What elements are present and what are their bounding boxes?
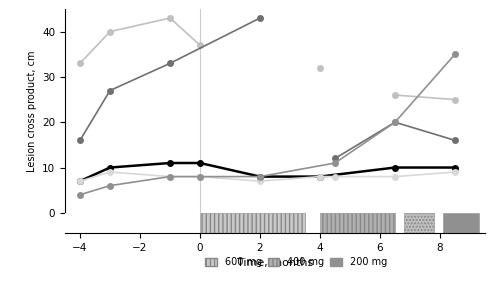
X-axis label: Time, months: Time, months [237,259,313,269]
Y-axis label: Lesion cross product, cm: Lesion cross product, cm [26,50,36,172]
Legend: 600 mg, 400 mg, 200 mg: 600 mg, 400 mg, 200 mg [204,257,388,269]
